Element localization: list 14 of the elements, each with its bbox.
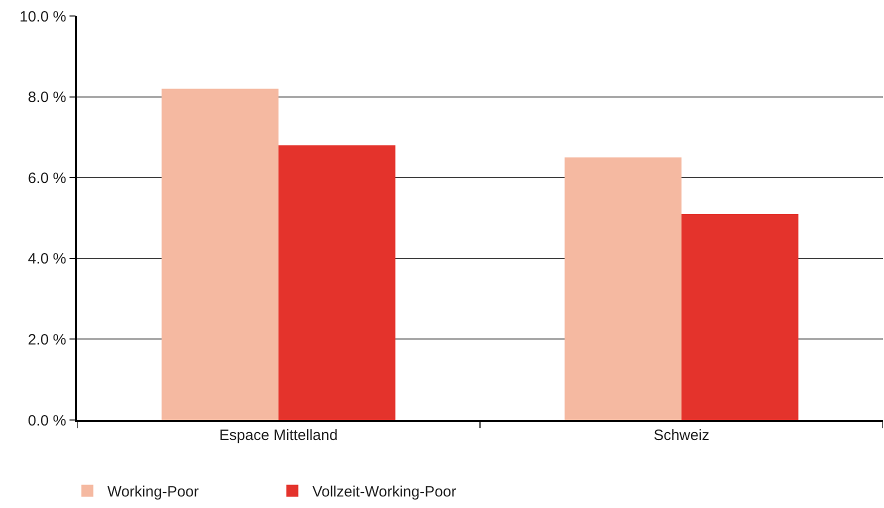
x-tick-label: Schweiz: [654, 426, 710, 444]
bar: [564, 157, 682, 420]
y-tick-label: 2.0 %: [28, 331, 66, 348]
bar: [278, 145, 396, 420]
y-tick-label: 8.0 %: [28, 89, 66, 106]
y-tick-label: 10.0 %: [20, 8, 66, 26]
x-tick-label: Espace Mittelland: [219, 426, 338, 444]
y-tick-label: 0.0 %: [28, 412, 66, 430]
y-tick-label: 4.0 %: [28, 250, 66, 268]
bar: [682, 214, 798, 420]
legend-label: Vollzeit-Working-Poor: [312, 484, 456, 501]
y-tick-label: 6.0 %: [28, 170, 66, 187]
legend-label: Working-Poor: [107, 484, 199, 501]
bar: [162, 88, 278, 420]
